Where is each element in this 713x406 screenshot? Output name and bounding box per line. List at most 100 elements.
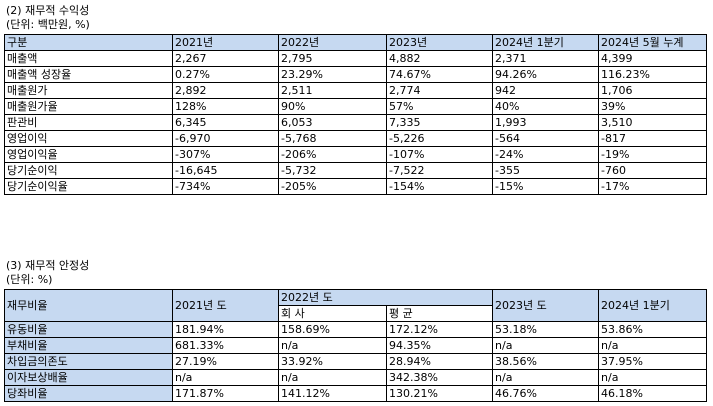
cell: 141.12%	[278, 385, 387, 402]
header-row: 구분 2021년 2022년 2023년 2024년 1분기 2024년 5월 누계	[4, 34, 707, 51]
cell: -734%	[172, 178, 279, 195]
cell: 39%	[598, 98, 707, 115]
cell: n/a	[598, 369, 708, 386]
cell: -307%	[172, 146, 279, 163]
cell: 27.19%	[172, 353, 279, 370]
section-title: (3) 재무적 안정성	[6, 259, 90, 272]
header-cell: 2022년 도	[277, 289, 494, 306]
cell: 영업이익	[4, 130, 173, 147]
cell: -6,970	[172, 130, 279, 147]
cell: 1,706	[598, 82, 707, 99]
cell: -15%	[492, 178, 599, 195]
cell: 46.76%	[492, 385, 600, 402]
cell: 3,510	[598, 114, 707, 131]
header-row: 재무비율 2021년 도 2022년 도 2023년 도 2024년 1분기	[4, 289, 708, 322]
cell: -5,226	[386, 130, 493, 147]
cell: 2,774	[386, 82, 493, 99]
data-row: 당기순이익 -16,645 -5,732 -7,522 -355 -760	[4, 162, 707, 179]
cell: 6,345	[172, 114, 279, 131]
cell: 942	[492, 82, 599, 99]
cell: -154%	[386, 178, 493, 195]
cell: -5,732	[278, 162, 387, 179]
cell: 38.56%	[492, 353, 600, 370]
cell: 6,053	[278, 114, 387, 131]
section-title: (2) 재무적 수익성	[6, 4, 90, 17]
cell: 46.18%	[598, 385, 708, 402]
cell: 판관비	[4, 114, 173, 131]
data-row: 이자보상배율 n/a n/a 342.38% n/a n/a	[4, 369, 708, 386]
data-row: 영업이익율 -307% -206% -107% -24% -19%	[4, 146, 707, 163]
cell: 23.29%	[278, 66, 387, 83]
header-cell: 2023년 도	[492, 289, 600, 322]
cell: -16,645	[172, 162, 279, 179]
cell: 28.94%	[385, 353, 494, 370]
cell: 94.26%	[492, 66, 599, 83]
row-header-cell: 유동비율	[4, 321, 173, 338]
header-cell: 2024년 5월 누계	[598, 34, 707, 51]
cell: -206%	[278, 146, 387, 163]
cell: 당기순이익율	[4, 178, 173, 195]
cell: -5,768	[278, 130, 387, 147]
row-header-cell: 부채비율	[4, 337, 173, 354]
subheader-cell: 회 사	[278, 305, 387, 322]
data-row: 당좌비율 171.87% 141.12% 130.21% 46.76% 46.18%	[4, 385, 708, 402]
header-cell: 2021년 도	[172, 289, 279, 322]
subheader-cell: 평 균	[385, 305, 494, 322]
cell: 57%	[386, 98, 493, 115]
cell: -17%	[598, 178, 707, 195]
cell: n/a	[492, 337, 600, 354]
cell: 매출액 성장율	[4, 66, 173, 83]
data-row: 영업이익 -6,970 -5,768 -5,226 -564 -817	[4, 130, 707, 147]
cell: 37.95%	[598, 353, 708, 370]
cell: -24%	[492, 146, 599, 163]
row-header-cell: 이자보상배율	[4, 369, 173, 386]
cell: 2,511	[278, 82, 387, 99]
cell: -7,522	[386, 162, 493, 179]
cell: 172.12%	[385, 321, 494, 338]
header-cell: 2024년 1분기	[492, 34, 599, 51]
header-cell: 재무비율	[4, 289, 173, 322]
cell: 53.86%	[598, 321, 708, 338]
cell: 90%	[278, 98, 387, 115]
profitability-table: 구분 2021년 2022년 2023년 2024년 1분기 2024년 5월 누계 매출액…	[4, 34, 707, 195]
cell: 130.21%	[385, 385, 494, 402]
data-row: 부채비율 681.33% n/a 94.35% n/a n/a	[4, 337, 708, 354]
cell: 181.94%	[172, 321, 279, 338]
header-cell: 2024년 1분기	[598, 289, 708, 322]
header-cell: 구분	[4, 34, 173, 51]
cell: 53.18%	[492, 321, 600, 338]
unit-note: (단위: %)	[6, 273, 53, 286]
cell: 342.38%	[385, 369, 494, 386]
cell: -355	[492, 162, 599, 179]
header-cell: 2021년	[172, 34, 279, 51]
row-header-cell: 당좌비율	[4, 385, 173, 402]
cell: -205%	[278, 178, 387, 195]
cell: -564	[492, 130, 599, 147]
cell: 영업이익율	[4, 146, 173, 163]
cell: n/a	[492, 369, 600, 386]
cell: 128%	[172, 98, 279, 115]
cell: 1,993	[492, 114, 599, 131]
cell: 2,892	[172, 82, 279, 99]
data-row: 매출액 2,267 2,795 4,882 2,371 4,399	[4, 50, 707, 67]
unit-note: (단위: 백만원, %)	[6, 18, 90, 31]
header-cell: 2023년	[386, 34, 493, 51]
header-cell: 2022년	[278, 34, 387, 51]
cell: 7,335	[386, 114, 493, 131]
cell: 0.27%	[172, 66, 279, 83]
cell: 매출원가율	[4, 98, 173, 115]
row-header-cell: 차입금의존도	[4, 353, 173, 370]
cell: 94.35%	[385, 337, 494, 354]
cell: 2,267	[172, 50, 279, 67]
cell: -107%	[386, 146, 493, 163]
cell: 171.87%	[172, 385, 279, 402]
data-row: 유동비율 181.94% 158.69% 172.12% 53.18% 53.86%	[4, 321, 708, 338]
data-row: 매출액 성장율 0.27% 23.29% 74.67% 94.26% 116.23%	[4, 66, 707, 83]
cell: 당기순이익	[4, 162, 173, 179]
data-row: 판관비 6,345 6,053 7,335 1,993 3,510	[4, 114, 707, 131]
cell: 4,399	[598, 50, 707, 67]
cell: 33.92%	[278, 353, 387, 370]
cell: n/a	[172, 369, 279, 386]
cell: -760	[598, 162, 707, 179]
